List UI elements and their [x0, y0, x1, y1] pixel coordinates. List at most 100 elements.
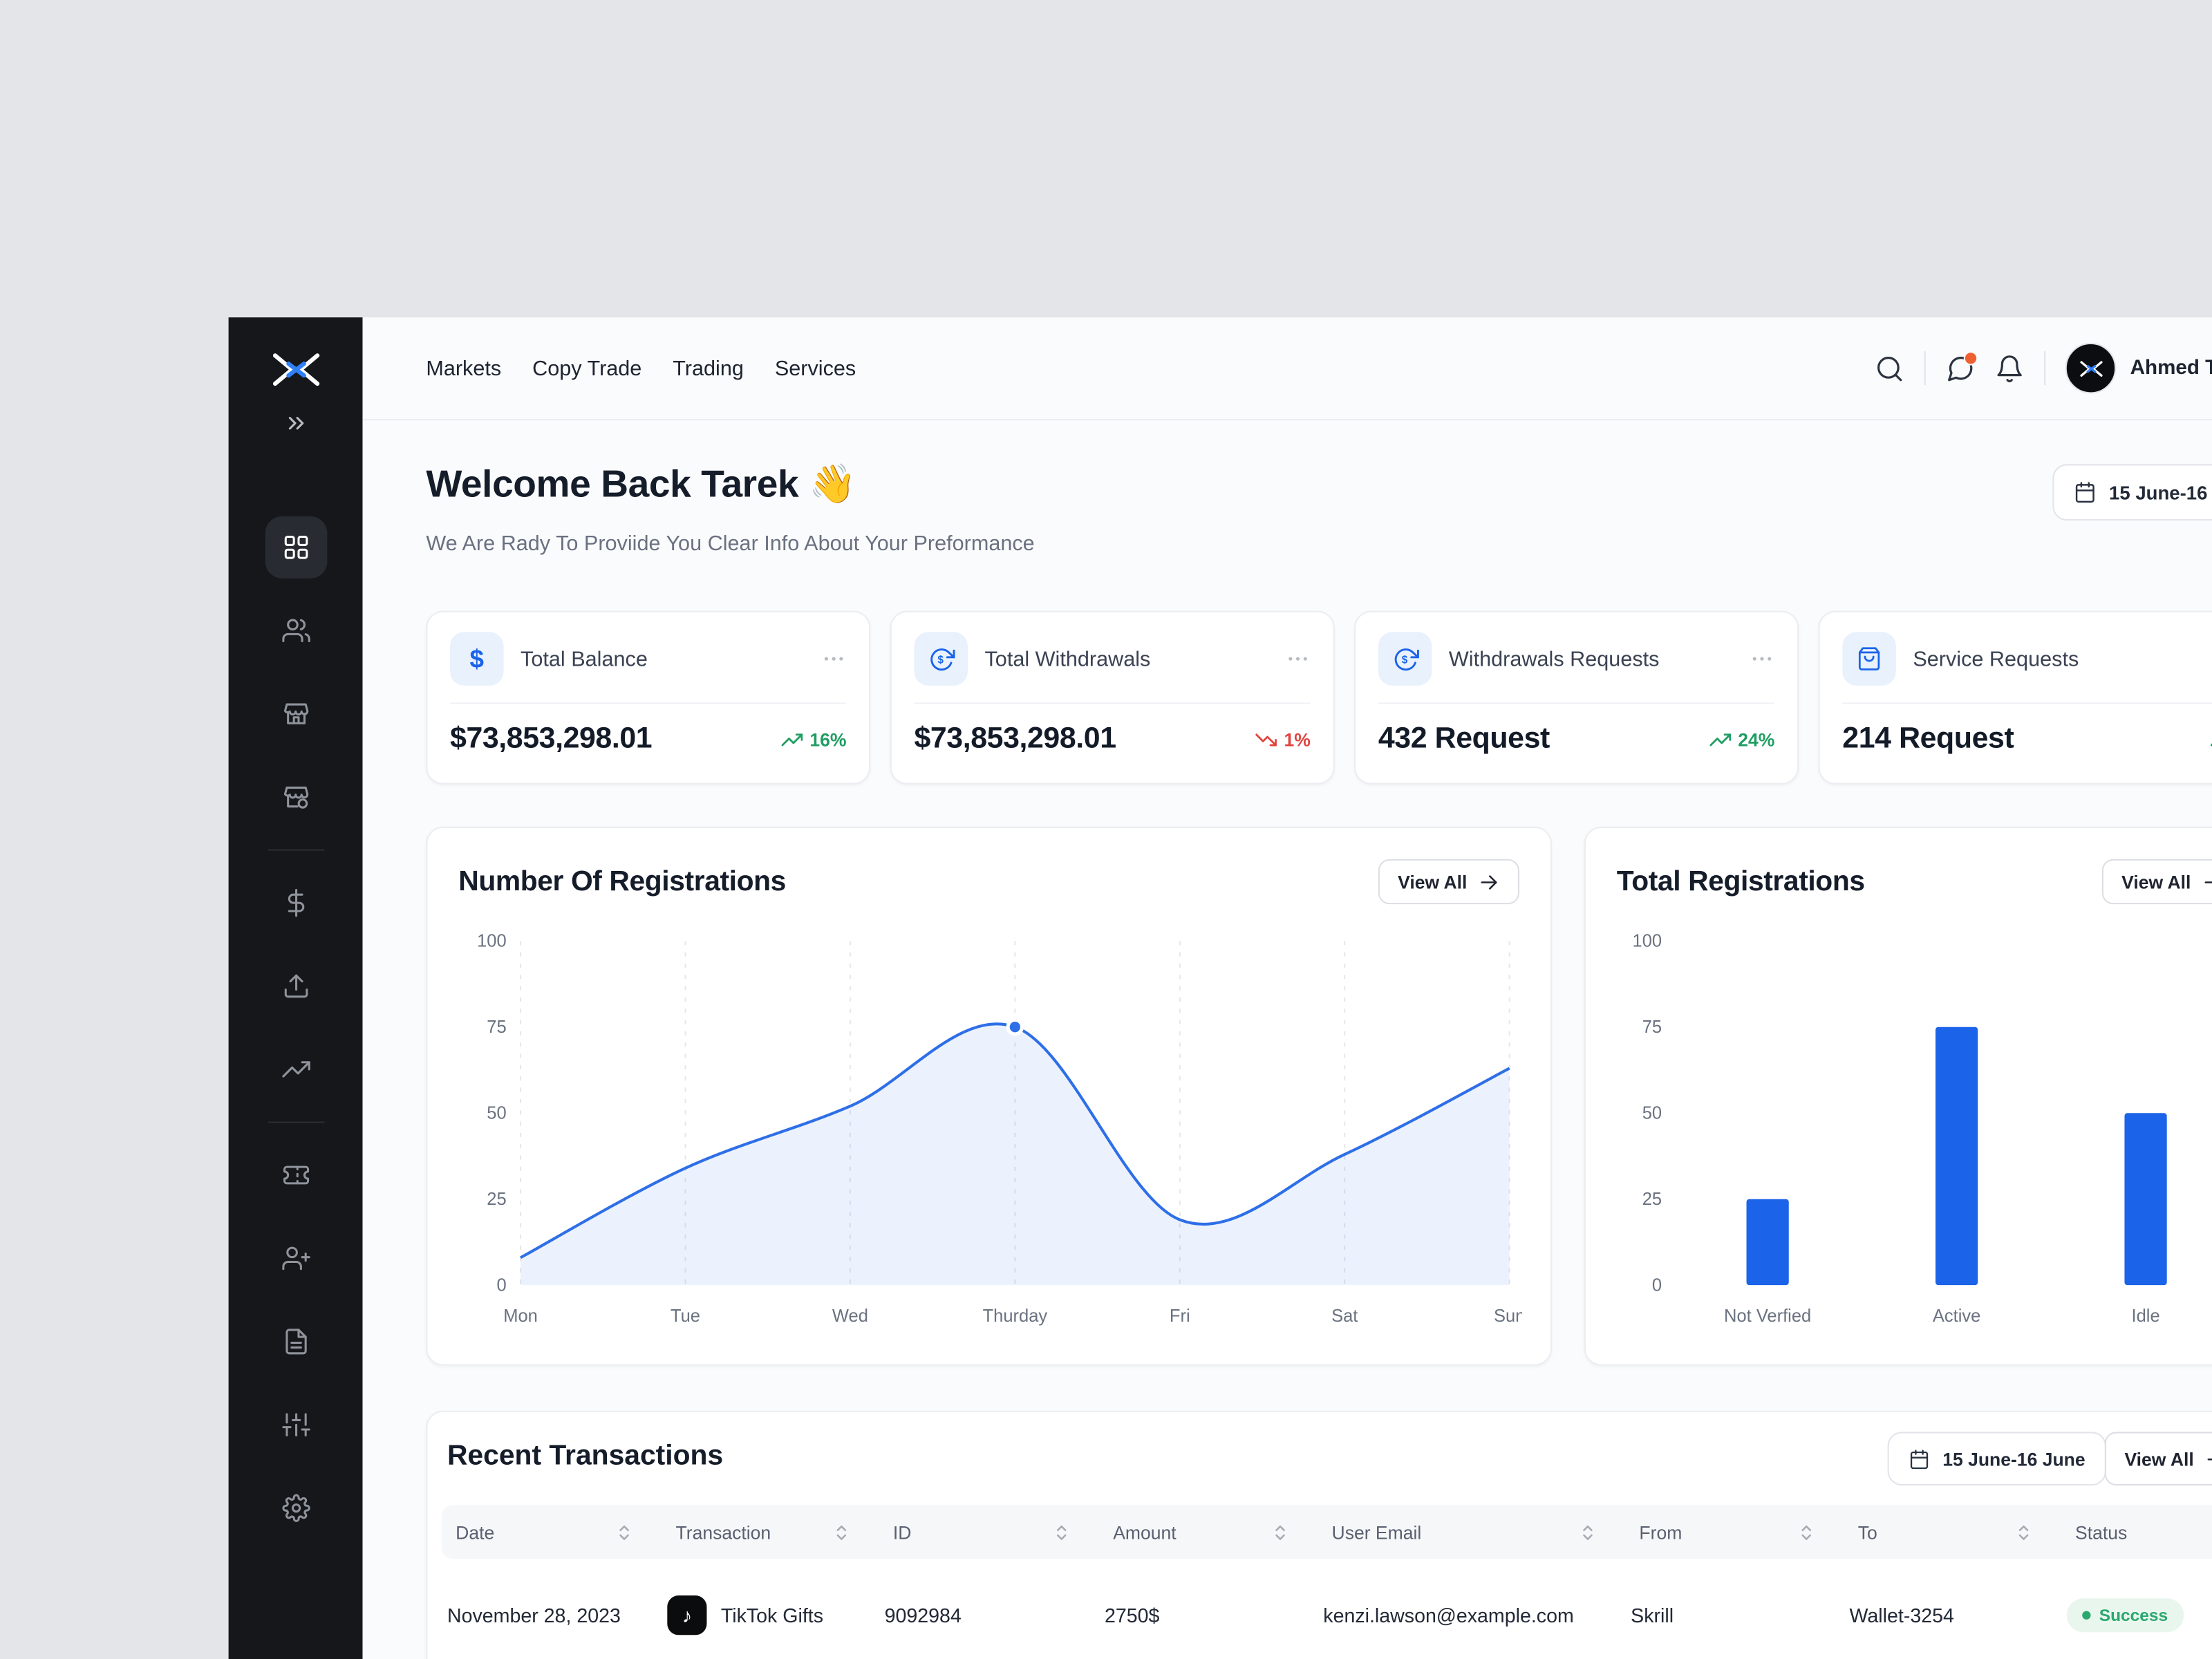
- sliders-icon: [281, 1413, 310, 1437]
- stat-card-withdrawals-requests: $ Withdrawals Requests 432 Request 24%: [1354, 610, 1799, 785]
- nav-link-markets[interactable]: Markets: [426, 356, 502, 380]
- svg-text:$: $: [1401, 654, 1407, 666]
- sidebar-item-tickets[interactable]: [265, 1144, 327, 1206]
- nav-link-copy-trade[interactable]: Copy Trade: [532, 356, 642, 380]
- total-registrations-bar-chart: 0 25 50 75 100 Not Verfied Active Idle: [1633, 931, 2167, 1326]
- stat-card-service-requests: Service Requests 214 Request: [1818, 610, 2212, 785]
- svg-text:Fri: Fri: [1170, 1306, 1190, 1326]
- registrations-line-chart: Mon Tue Wed Thurday Fri Sat Sun 0 25 50 75 100: [477, 931, 1525, 1326]
- calendar-icon: [1910, 1449, 1929, 1469]
- notification-dot: [1963, 350, 1978, 365]
- view-all-button[interactable]: View All: [2101, 859, 2212, 905]
- date-range-label: 15 June-16 June: [2109, 481, 2212, 503]
- column-header-id[interactable]: ID: [885, 1520, 1105, 1544]
- search-icon: [1877, 355, 1902, 381]
- sort-icon: [2018, 1524, 2029, 1539]
- svg-text:Idle: Idle: [2132, 1306, 2160, 1326]
- more-options-button[interactable]: [1285, 646, 1311, 672]
- store-badge-icon: [283, 786, 308, 809]
- stat-label: Total Balance: [521, 646, 648, 671]
- svg-text:Thurday: Thurday: [983, 1306, 1048, 1326]
- svg-text:$: $: [937, 654, 943, 666]
- svg-text:Active: Active: [1933, 1306, 1980, 1326]
- sidebar-expand-button[interactable]: [229, 411, 363, 436]
- svg-text:Wed: Wed: [832, 1306, 868, 1326]
- more-options-button[interactable]: [821, 646, 847, 672]
- ellipsis-icon: [824, 657, 843, 661]
- charts-row: Number Of Registrations View All Mon Tue W…: [426, 826, 2212, 1366]
- column-header-to[interactable]: To: [1850, 1520, 2067, 1544]
- registrations-chart-card: Number Of Registrations View All Mon Tue W…: [426, 826, 1552, 1366]
- column-header-user-email[interactable]: User Email: [1323, 1520, 1631, 1544]
- sidebar-item-shop[interactable]: [265, 766, 327, 828]
- column-header-from[interactable]: From: [1631, 1520, 1849, 1544]
- sort-icon: [836, 1524, 847, 1539]
- sidebar-item-payments[interactable]: [265, 872, 327, 934]
- arrow-right-icon: [2207, 1457, 2212, 1460]
- column-header-transaction[interactable]: Transaction: [667, 1520, 884, 1544]
- nav-links: Markets Copy Trade Trading Services: [362, 356, 856, 380]
- nav-link-services[interactable]: Services: [774, 356, 856, 380]
- nav-divider: [2044, 351, 2046, 386]
- stat-label: Withdrawals Requests: [1448, 646, 1660, 671]
- users-icon: [281, 619, 310, 643]
- sidebar-divider: [267, 849, 324, 851]
- notifications-button[interactable]: [1995, 353, 2025, 383]
- bag-icon: [1842, 632, 1896, 686]
- app-window: Markets Copy Trade Trading Services: [228, 317, 2212, 1659]
- sort-icon: [1056, 1524, 1067, 1539]
- messages-button[interactable]: [1945, 350, 1978, 383]
- svg-text:50: 50: [1642, 1103, 1662, 1123]
- sidebar-item-users[interactable]: [265, 599, 327, 662]
- column-header-date[interactable]: Date: [447, 1520, 667, 1544]
- svg-text:75: 75: [487, 1018, 506, 1037]
- dollar-icon: [287, 888, 304, 917]
- transactions-date-range-picker[interactable]: 15 June-16 June: [1887, 1432, 2107, 1485]
- avatar: [2065, 342, 2117, 394]
- svg-text:Mon: Mon: [503, 1306, 538, 1326]
- nav-link-trading[interactable]: Trading: [673, 356, 744, 380]
- ellipsis-icon: [1288, 657, 1307, 661]
- sidebar-item-reports[interactable]: [265, 1311, 327, 1373]
- svg-text:Tue: Tue: [671, 1306, 700, 1326]
- column-header-amount[interactable]: Amount: [1105, 1520, 1323, 1544]
- cell-to: Wallet-3254: [1849, 1604, 1954, 1627]
- sidebar-item-dashboard[interactable]: [264, 516, 327, 579]
- cell-user-email: kenzi.lawson@example.com: [1323, 1604, 1574, 1627]
- svg-text:Not Verfied: Not Verfied: [1724, 1306, 1811, 1326]
- svg-text:0: 0: [496, 1275, 506, 1295]
- transactions-view-all-button[interactable]: View All: [2104, 1432, 2212, 1485]
- more-options-button[interactable]: [1750, 646, 1775, 672]
- trend-up-icon: [1709, 733, 1732, 746]
- arrow-right-icon: [1481, 874, 1497, 889]
- search-button[interactable]: [1875, 353, 1904, 383]
- stat-cards: $ Total Balance $73,853,298.01 16%: [426, 610, 2212, 785]
- arrow-right-icon: [2204, 881, 2212, 883]
- sidebar-item-add-user[interactable]: [265, 1228, 327, 1290]
- svg-text:25: 25: [1642, 1190, 1662, 1209]
- sidebar-item-settings[interactable]: [265, 1477, 327, 1539]
- status-badge: Success: [2066, 1598, 2184, 1633]
- profile-button[interactable]: Ahmed Tarek: [2065, 342, 2212, 394]
- sort-icon: [1275, 1524, 1285, 1539]
- sidebar-item-preferences[interactable]: [265, 1394, 327, 1456]
- bell-icon: [1997, 355, 2022, 382]
- stat-delta: 1%: [1255, 729, 1311, 750]
- trend-down-icon: [1255, 733, 1277, 746]
- stat-card-total-withdrawals: $ Total Withdrawals $73,853,298.01 1%: [890, 610, 1335, 785]
- sidebar-item-withdrawals[interactable]: [265, 955, 327, 1018]
- upload-icon: [283, 974, 308, 998]
- user-plus-icon: [281, 1246, 310, 1271]
- svg-text:Sat: Sat: [1331, 1306, 1358, 1326]
- status-dot: [2082, 1611, 2091, 1620]
- view-all-button[interactable]: View All: [1378, 859, 1519, 905]
- profile-name: Ahmed Tarek: [2130, 357, 2212, 379]
- column-header-status[interactable]: Status: [2067, 1520, 2212, 1544]
- gear-icon: [281, 1494, 310, 1522]
- stat-value: 214 Request: [1842, 722, 2014, 755]
- sidebar-item-markets[interactable]: [265, 683, 327, 745]
- date-range-picker[interactable]: 15 June-16 June: [2052, 464, 2212, 521]
- table-row[interactable]: November 28, 2023 ♪ TikTok Gifts 9092984…: [442, 1559, 2212, 1659]
- sidebar-item-trading[interactable]: [265, 1038, 327, 1100]
